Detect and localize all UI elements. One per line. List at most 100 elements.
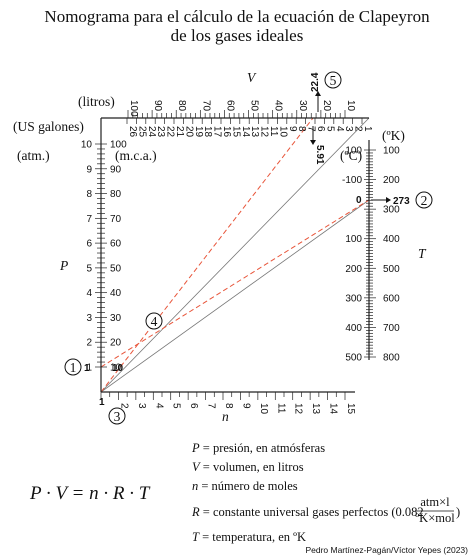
gallon-tick-label: 20 (183, 126, 194, 138)
liters-tick-label: 100 (128, 100, 139, 117)
celsius-tick-label: 100 (345, 146, 362, 157)
legend-P: P = presión, en atmósferas (191, 441, 325, 455)
guide-n-V-line (100, 117, 314, 393)
mca-tick-label: 90 (110, 164, 122, 175)
celsius-example-value: 0 (356, 195, 362, 206)
gallon-ticks: 2625242322212019181716151413121110987654… (126, 118, 373, 138)
marker-5: 5 (324, 71, 342, 89)
gallon-tick-label: 7 (306, 126, 317, 132)
gallon-tick-label: 11 (268, 126, 279, 137)
liters-unit-label: (litros) (78, 94, 115, 109)
liters-tick-label: 70 (200, 100, 211, 112)
legend-R-close: ) (456, 505, 460, 519)
svg-text:4: 4 (151, 314, 158, 329)
kelvin-tick-label: 100 (383, 146, 400, 157)
gallon-tick-label: 25 (136, 126, 147, 138)
n-tick-label: 8 (223, 403, 234, 409)
mca-tick-label: 60 (110, 239, 122, 250)
atm-tick-label: 6 (86, 239, 92, 250)
gallon-tick-label: 1 (362, 126, 373, 132)
legend-R-denominator: ºK×mol (415, 511, 455, 525)
gallon-tick-label: 8 (296, 126, 307, 132)
v-result-value: 22.4 (310, 72, 321, 92)
marker-1: 1 (64, 358, 82, 376)
celsius-tick-label: 300 (345, 293, 362, 304)
title-line-2: de los gases ideales (171, 26, 304, 45)
gallons-unit-label: (US galones) (13, 119, 84, 134)
v-result-arrowhead (315, 91, 321, 96)
kelvin-tick-label: 800 (383, 353, 400, 364)
mca-tick-label: 70 (110, 214, 122, 225)
mca-unit-label: (m.c.a.) (115, 148, 157, 163)
atm-tick-label: 1 (86, 363, 92, 374)
n-tick-label: 9 (240, 403, 251, 409)
n-tick-label: 11 (275, 403, 286, 414)
gallon-tick-label: 22 (165, 126, 176, 138)
gallon-tick-label: 23 (155, 126, 166, 138)
P-ticks: 10 100 9 90 8 80 7 70 6 60 5 50 4 40 3 30 2 20 1 10 (81, 140, 127, 374)
kelvin-tick-label: 400 (383, 234, 400, 245)
gallon-tick-label: 2 (353, 126, 364, 132)
t-result-arrowhead (386, 197, 391, 203)
mca-tick-label: 100 (110, 140, 127, 151)
n-tick-label: 15 (345, 403, 356, 415)
gallon-tick-label: 16 (221, 126, 232, 138)
title-line-1: Nomograma para el cálculo de la ecuación… (44, 7, 430, 26)
reference-diagonal (100, 117, 370, 393)
gallon-tick-label: 5 (324, 126, 335, 132)
n-ticks: 2 3 4 5 6 7 8 9 10 11 12 13 14 15 (100, 392, 356, 415)
kelvin-tick-label: 300 (383, 205, 400, 216)
gallon-tick-label: 3 (343, 126, 354, 132)
V-symbol: V (247, 70, 257, 85)
legend-R: R = constante universal gases perfectos … (191, 505, 424, 519)
liters-tick-label: 50 (249, 100, 260, 112)
n-symbol: n (222, 409, 229, 424)
celsius-tick-label: -100 (342, 175, 362, 186)
gallon-tick-label: 21 (174, 126, 185, 138)
svg-text:5: 5 (330, 73, 337, 88)
mca-tick-label: 10 (110, 363, 122, 374)
n-tick-label: 3 (136, 403, 147, 409)
liters-tick-label: 80 (176, 100, 187, 112)
gal-result-arrowhead (310, 140, 316, 145)
liters-tick-label: 40 (273, 100, 284, 112)
gallon-tick-label: 19 (193, 126, 204, 138)
n-tick-label: 5 (171, 403, 182, 409)
n-tick-label: 13 (310, 403, 321, 415)
liters-tick-label: 60 (224, 100, 235, 112)
atm-tick-label: 7 (86, 214, 92, 225)
gallon-tick-label: 15 (230, 126, 241, 138)
n-tick-label: 10 (258, 403, 269, 415)
n-tick-label: 4 (153, 403, 164, 409)
atm-tick-label: 9 (86, 164, 92, 175)
liters-tick-label: 30 (297, 100, 308, 112)
mca-tick-label: 50 (110, 263, 122, 274)
kelvin-tick-label: 200 (383, 175, 400, 186)
celsius-tick-label: 400 (345, 323, 362, 334)
svg-text:2: 2 (421, 193, 428, 208)
clapeyron-equation: P · V = n · R · T (29, 483, 151, 504)
gallon-tick-label: 10 (277, 126, 288, 138)
atm-tick-label: 4 (86, 288, 92, 299)
n-tick-label: 12 (293, 403, 304, 415)
gal-result-value: 5.91 (314, 145, 325, 165)
liters-tick-label: 20 (321, 100, 332, 112)
n-tick-label: 7 (206, 403, 217, 409)
gallon-tick-label: 18 (202, 126, 213, 138)
kelvin-tick-label: 600 (383, 293, 400, 304)
mca-tick-label: 20 (110, 338, 122, 349)
liters-tick-label: 10 (345, 100, 356, 112)
legend-R-numerator: atm×l (420, 495, 450, 509)
kelvin-tick-label: 500 (383, 264, 400, 275)
atm-tick-label: 10 (81, 140, 93, 151)
gallon-tick-label: 24 (146, 126, 157, 138)
mca-tick-label: 80 (110, 189, 122, 200)
gallon-tick-label: 6 (315, 126, 326, 132)
kelvin-tick-label: 700 (383, 323, 400, 334)
marker-3: 3 (108, 407, 126, 425)
n-example-value: 1 (99, 397, 105, 408)
n-tick-label: 2 (118, 403, 129, 409)
marker-2: 2 (415, 191, 433, 209)
atm-unit-label: (atm.) (17, 148, 50, 163)
celsius-tick-label: 100 (345, 234, 362, 245)
